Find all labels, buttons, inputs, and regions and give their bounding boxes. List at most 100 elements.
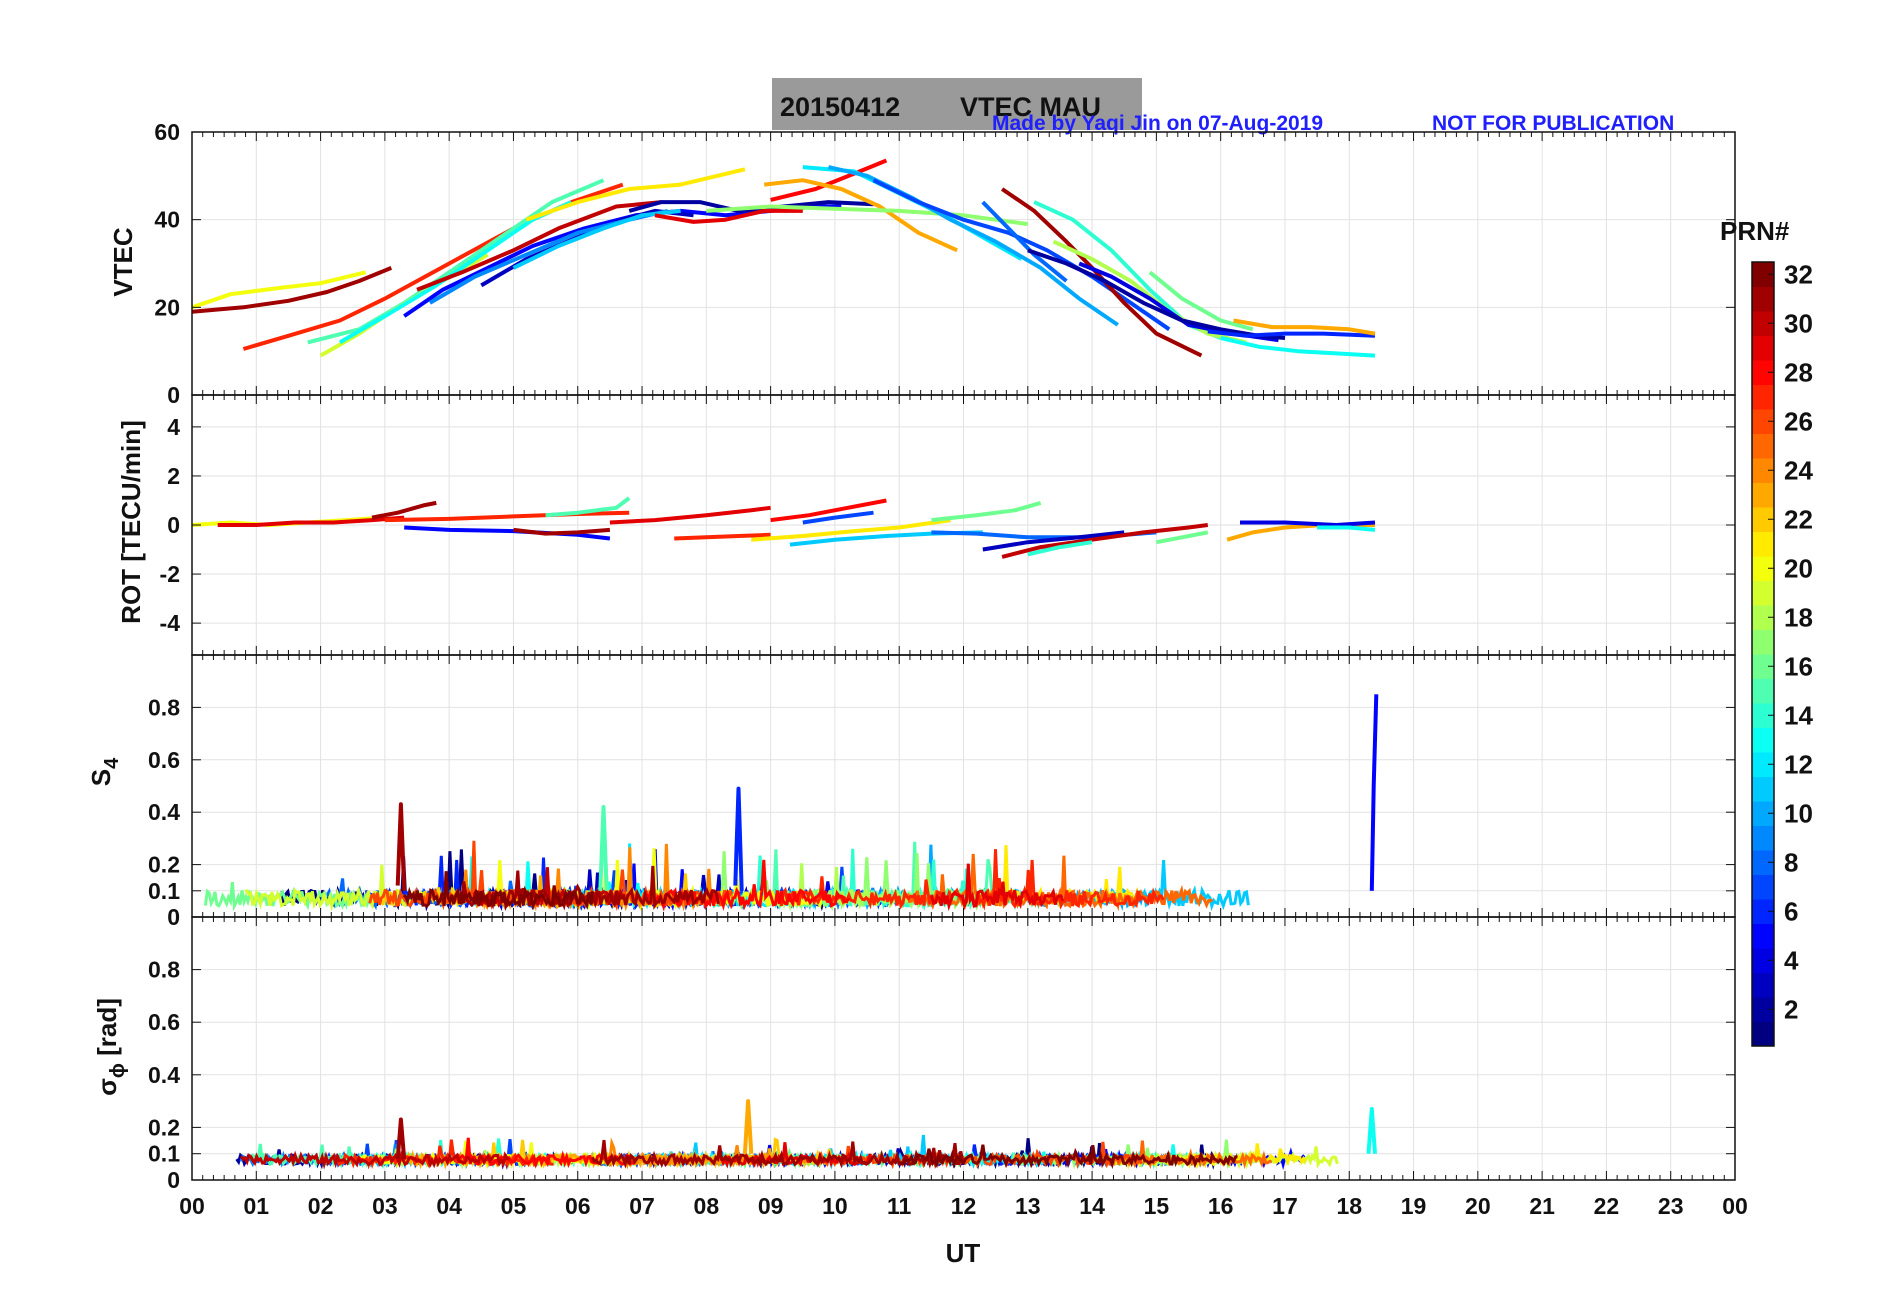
colorbar-segment bbox=[1752, 384, 1774, 410]
colorbar-segment bbox=[1752, 899, 1774, 924]
vtec-prn-trace bbox=[706, 204, 1029, 227]
sigma-ytick-label: 0.4 bbox=[148, 1062, 180, 1088]
colorbar-tick-label: 24 bbox=[1784, 455, 1813, 485]
s4-ytick-label: 0.1 bbox=[148, 878, 180, 904]
colorbar-segment bbox=[1752, 678, 1774, 704]
x-tick-label: 22 bbox=[1594, 1193, 1620, 1219]
colorbar-segment bbox=[1752, 262, 1774, 287]
colorbar-segment bbox=[1752, 580, 1774, 606]
sigma-ylabel: σϕ [rad] bbox=[92, 998, 129, 1096]
colorbar-tick-label: 2 bbox=[1784, 994, 1798, 1024]
colorbar-tick-label: 20 bbox=[1784, 553, 1813, 583]
rot-prn-trace bbox=[1240, 520, 1376, 527]
vtec-panel: 0 20 40 60 bbox=[154, 119, 1736, 408]
x-tick-label: 10 bbox=[822, 1193, 848, 1219]
rot-prn-trace bbox=[751, 518, 951, 542]
colorbar-tick-label: 30 bbox=[1784, 308, 1813, 338]
s4-noise-trace bbox=[930, 863, 1065, 912]
colorbar-border bbox=[1751, 261, 1775, 1047]
vtec-prn-trace bbox=[1033, 200, 1222, 340]
colorbar-tick-label: 8 bbox=[1784, 847, 1798, 877]
colorbar-segment bbox=[1752, 874, 1774, 900]
banner-title: VTEC MAU bbox=[960, 92, 1101, 122]
colorbar-tick-label: 18 bbox=[1784, 602, 1813, 632]
s4-noise-trace bbox=[402, 871, 595, 912]
colorbar-segment bbox=[1752, 311, 1774, 336]
vtec-grid bbox=[191, 131, 1736, 396]
colorbar-tick-label: 16 bbox=[1784, 651, 1813, 681]
s4-series bbox=[203, 694, 1379, 912]
colorbar-tick-label: 28 bbox=[1784, 357, 1813, 387]
x-tick-label: 04 bbox=[436, 1193, 462, 1219]
vtec-prn-trace bbox=[512, 208, 681, 270]
colorbar-tick-label: 4 bbox=[1784, 945, 1799, 975]
colorbar-tick-label: 26 bbox=[1784, 406, 1813, 436]
colorbar-tick-label: 6 bbox=[1784, 896, 1798, 926]
x-tick-label: 11 bbox=[887, 1193, 912, 1219]
vtec-prn-trace bbox=[654, 208, 803, 224]
colorbar-segment bbox=[1752, 727, 1774, 753]
banner-date: 20150412 bbox=[780, 92, 900, 122]
colorbar-segment bbox=[1752, 703, 1774, 728]
colorbar-segment bbox=[1752, 923, 1774, 949]
vtec-prn-trace bbox=[770, 158, 888, 202]
x-tick-label: 00 bbox=[179, 1193, 205, 1219]
sigma-noise-trace bbox=[239, 1150, 511, 1170]
x-tick-label: 09 bbox=[758, 1193, 784, 1219]
sigma-panel: 00.10.2 0.4 0.6 0.8 00 01 02 03 04 05 06 07 08 09 10 11… bbox=[148, 916, 1748, 1219]
colorbar-label: PRN# bbox=[1720, 216, 1790, 246]
x-tick-label: 23 bbox=[1658, 1193, 1684, 1219]
rot-prn-trace bbox=[1156, 530, 1209, 545]
rot-prn-trace bbox=[217, 515, 405, 527]
rot-prn-trace bbox=[513, 527, 611, 536]
vtec-ylabel: VTEC bbox=[108, 227, 138, 297]
vtec-prn-trace bbox=[1207, 329, 1376, 338]
vtec-prn-trace bbox=[872, 178, 1171, 331]
sigma-ytick-label: 0.8 bbox=[148, 957, 180, 983]
sigma-ytick-label: 0 bbox=[167, 1167, 180, 1193]
credit-author: Made by Yaqi Jin on 07-Aug-2019 bbox=[992, 112, 1323, 135]
colorbar-tick-label: 32 bbox=[1784, 259, 1813, 289]
vtec-prn-trace bbox=[828, 165, 1119, 327]
s4-prn-trace bbox=[733, 786, 744, 891]
rot-ytick-label: -4 bbox=[160, 610, 181, 636]
x-tick-label: 21 bbox=[1529, 1193, 1555, 1219]
s4-prn-trace bbox=[395, 802, 407, 891]
colorbar-segment bbox=[1752, 335, 1774, 361]
colorbar-segment bbox=[1752, 1021, 1774, 1047]
rot-series bbox=[192, 496, 1376, 559]
rot-ytick-label: 2 bbox=[167, 463, 180, 489]
colorbar-tick-label: 22 bbox=[1784, 504, 1813, 534]
rot-prn-trace bbox=[384, 510, 630, 523]
x-tick-label: 15 bbox=[1144, 1193, 1170, 1219]
sigma-ytick-label: 0.2 bbox=[148, 1114, 180, 1140]
rot-prn-trace bbox=[609, 505, 771, 525]
rot-ytick-label: 4 bbox=[167, 414, 180, 440]
vtec-prn-trace bbox=[628, 200, 874, 213]
rot-prn-trace bbox=[1027, 540, 1093, 557]
x-tick-label: 06 bbox=[565, 1193, 591, 1219]
s4-noise-trace bbox=[906, 853, 1214, 912]
vtec-prn-trace bbox=[338, 200, 573, 345]
colorbar-segment bbox=[1752, 801, 1774, 826]
colorbar-segment bbox=[1752, 458, 1774, 483]
sigma-grid bbox=[191, 917, 1736, 1181]
colorbar-tick-label: 14 bbox=[1784, 700, 1813, 730]
sigma-ytick-label: 0.6 bbox=[148, 1009, 180, 1035]
colorbar-tick-label: 12 bbox=[1784, 749, 1813, 779]
vtec-prn-trace bbox=[242, 182, 624, 351]
rot-prn-trace bbox=[1001, 523, 1209, 559]
vtec-prn-trace bbox=[192, 266, 393, 314]
vtec-ytick-label: 60 bbox=[154, 119, 180, 145]
vtec-prn-trace bbox=[428, 208, 669, 305]
rot-panel: -4 -2 0 2 4 bbox=[160, 394, 1736, 656]
sigma-series bbox=[235, 1099, 1377, 1171]
x-tick-label: 07 bbox=[629, 1193, 655, 1219]
colorbar-segment bbox=[1752, 850, 1774, 875]
rot-prn-trace bbox=[1317, 525, 1376, 532]
colorbar-segment bbox=[1752, 752, 1774, 777]
s4-ytick-label: 0 bbox=[167, 904, 180, 930]
colorbar-segment bbox=[1752, 360, 1774, 385]
x-tick-label: 18 bbox=[1336, 1193, 1362, 1219]
colorbar-segment bbox=[1752, 286, 1774, 312]
